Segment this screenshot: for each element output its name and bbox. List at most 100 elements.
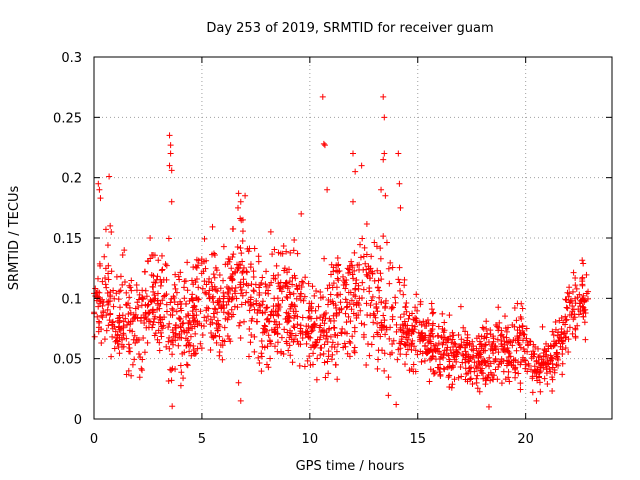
data-point <box>258 368 265 375</box>
data-point <box>562 296 569 303</box>
data-point <box>410 361 417 368</box>
data-point <box>541 375 548 382</box>
data-point <box>374 284 381 291</box>
data-point <box>200 323 207 330</box>
data-point <box>502 376 509 383</box>
data-point <box>429 310 436 317</box>
data-point <box>380 156 387 163</box>
data-point <box>259 343 266 350</box>
data-point <box>439 325 446 332</box>
data-point <box>113 334 120 341</box>
data-point <box>419 329 426 336</box>
data-point <box>495 327 502 334</box>
data-point <box>268 279 275 286</box>
data-point <box>256 360 263 367</box>
data-point <box>227 338 234 345</box>
data-point <box>359 235 366 242</box>
data-point <box>210 293 217 300</box>
data-point <box>512 365 519 372</box>
data-point <box>380 312 387 319</box>
data-point <box>404 346 411 353</box>
data-point <box>543 340 550 347</box>
data-point <box>549 355 556 362</box>
data-point <box>158 267 165 274</box>
data-point <box>427 366 434 373</box>
data-point <box>107 297 114 304</box>
data-point <box>322 374 329 381</box>
data-point <box>357 254 364 261</box>
data-point <box>298 278 305 285</box>
data-point <box>116 350 123 357</box>
data-point <box>374 365 381 372</box>
x-tick-label: 15 <box>409 432 426 447</box>
data-point <box>280 350 287 357</box>
data-point <box>369 270 376 277</box>
data-point <box>549 328 556 335</box>
data-point <box>448 384 455 391</box>
data-point <box>427 332 434 339</box>
data-point <box>351 344 358 351</box>
data-point <box>119 281 126 288</box>
data-point <box>566 284 573 291</box>
data-point <box>259 309 266 316</box>
data-point <box>107 289 114 295</box>
data-point <box>109 318 116 325</box>
data-point <box>169 337 176 344</box>
data-point <box>107 311 114 318</box>
data-point <box>184 287 191 294</box>
data-point <box>498 340 505 347</box>
data-point <box>339 273 346 280</box>
data-point <box>448 339 455 346</box>
data-point <box>276 283 283 290</box>
data-point <box>497 332 504 339</box>
data-point <box>173 308 180 315</box>
data-point <box>368 253 375 260</box>
data-point <box>426 378 433 385</box>
data-point <box>515 340 522 347</box>
data-point <box>213 339 220 346</box>
data-point <box>255 253 262 260</box>
data-point <box>494 336 501 343</box>
data-point <box>458 342 465 349</box>
data-point <box>205 291 212 298</box>
data-point <box>157 282 164 289</box>
data-point <box>348 306 355 313</box>
data-point <box>305 280 312 287</box>
data-point <box>478 353 485 360</box>
data-point <box>163 276 170 283</box>
data-point <box>351 267 358 274</box>
data-point <box>173 289 180 296</box>
data-point <box>544 357 551 364</box>
data-point <box>461 344 468 351</box>
data-point <box>129 328 136 335</box>
data-point <box>262 326 269 333</box>
data-point <box>570 269 577 276</box>
chart-title: Day 253 of 2019, SRMTID for receiver gua… <box>206 21 493 36</box>
data-point <box>382 192 389 199</box>
data-point <box>329 284 336 291</box>
data-point <box>351 328 358 335</box>
data-point <box>558 315 565 322</box>
data-point <box>134 315 141 322</box>
data-point <box>503 339 510 346</box>
data-point <box>285 318 292 325</box>
data-point <box>440 339 447 346</box>
data-point <box>453 348 460 355</box>
data-point <box>120 318 127 325</box>
data-point <box>308 328 315 335</box>
data-point <box>397 314 404 321</box>
data-point <box>394 356 401 363</box>
data-point <box>519 337 526 344</box>
data-point <box>125 341 132 348</box>
data-point <box>131 314 138 321</box>
data-point <box>291 302 298 309</box>
data-point <box>327 291 334 298</box>
data-point <box>171 281 178 288</box>
data-point <box>207 347 214 354</box>
data-point <box>194 321 201 328</box>
data-point <box>412 314 419 321</box>
data-point <box>397 287 404 294</box>
data-point <box>351 249 358 256</box>
data-point <box>281 282 288 289</box>
data-point <box>441 319 448 326</box>
